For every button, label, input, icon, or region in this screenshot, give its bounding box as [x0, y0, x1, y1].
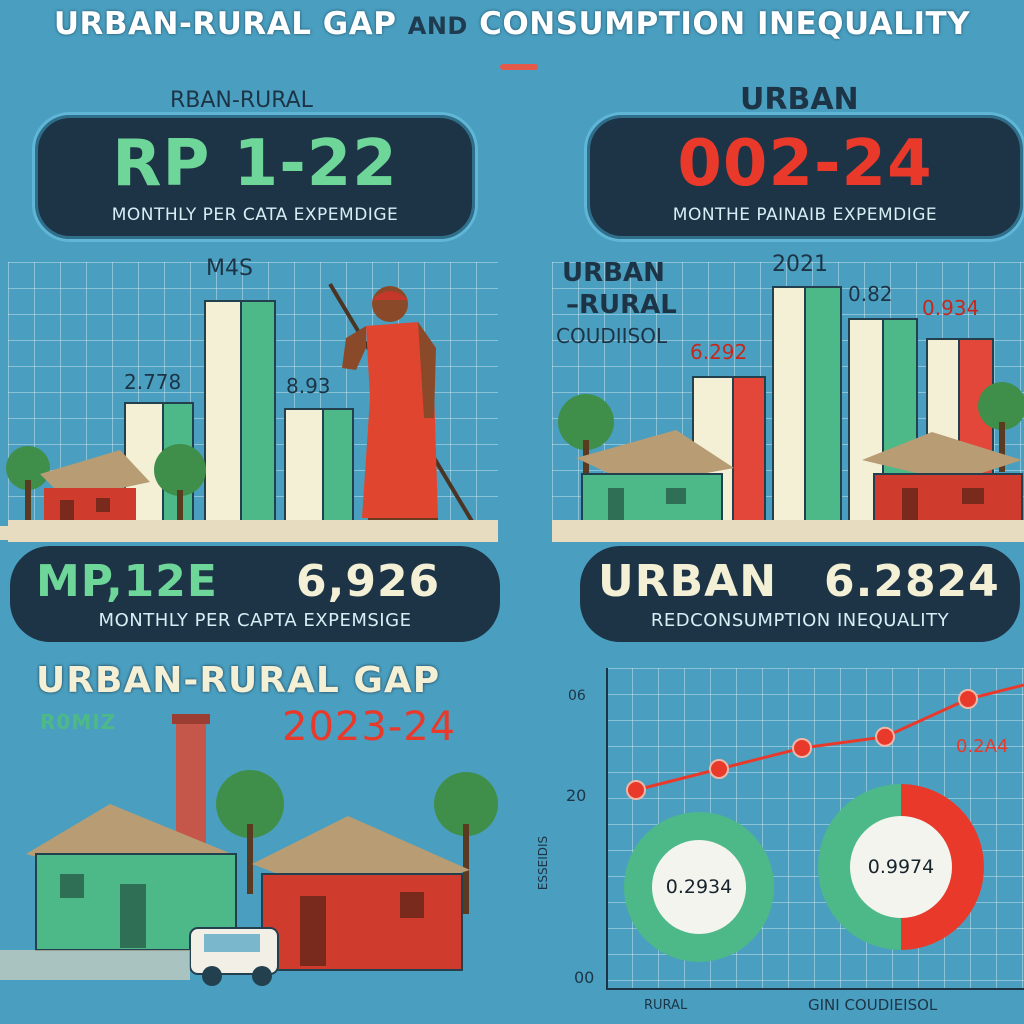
title-divider — [500, 64, 538, 70]
farmer-illustration — [328, 282, 478, 530]
urban-expenditure-caption: MONTHE PAINAIB EXPEMDIGE — [672, 205, 938, 225]
urban-bar-2 — [772, 286, 808, 526]
rural-summary-caption: MONTHLY PER CAPTA EXPEMSIGE — [98, 610, 412, 631]
rural-summary-value: 6,926 — [296, 556, 441, 607]
village-illustration — [0, 714, 498, 986]
gini-point-2 — [792, 738, 812, 758]
urban-summary-left: URBAN — [598, 556, 778, 607]
gini-y-axis — [606, 668, 608, 990]
gini-point-3 — [875, 726, 895, 747]
gini-line-chart — [626, 683, 1024, 800]
urban-card-label: URBAN — [740, 82, 859, 117]
urban-expenditure-value: 002-24 — [677, 127, 933, 201]
gini-donut-rural: 0.2934 — [624, 812, 774, 962]
rural-bar-3-label: 8.93 — [286, 374, 331, 398]
urban-bar-2-label: 0.82 — [848, 282, 893, 306]
rural-tree-illustration — [154, 444, 206, 528]
gini-y-tick-bottom: 00 — [574, 968, 595, 987]
urban-hut-red-illustration — [862, 382, 1024, 529]
urban-expenditure-card: 002-24 MONTHE PAINAIB EXPEMDIGE — [584, 112, 1024, 242]
gap-year: 2023-24 — [282, 704, 457, 750]
urban-hut-green-illustration — [558, 394, 734, 527]
gap-heading: URBAN-RURAL GAP — [36, 660, 441, 701]
rural-expenditure-card: RP 1-22 MONTHLY PER CATA EXPEMDIGE — [32, 112, 478, 242]
gini-y-tick-top: 06 — [568, 688, 586, 704]
gini-donut-rural-value: 0.2934 — [665, 876, 733, 898]
rural-summary-left: MP,12E — [36, 556, 218, 607]
rural-card-label: RBAN-RURAL — [170, 88, 313, 113]
urban-chart-side-label-1: URBAN — [562, 258, 665, 288]
rural-expenditure-caption: MONTHLY PER CATA EXPEMDIGE — [111, 205, 399, 225]
gini-y-tick-mid: 20 — [566, 786, 587, 805]
gini-donut-urban-value: 0.9974 — [867, 856, 935, 878]
gini-point-0 — [626, 780, 646, 800]
urban-bar-1-label: 6.292 — [690, 340, 748, 364]
gini-y-axis-label: ESSEIDIS — [536, 835, 551, 891]
urban-summary-banner: URBAN 6.2824 REDCONSUMPTION INEQUALITY — [580, 546, 1020, 642]
urban-chart-side-label-2: –RURAL — [566, 290, 677, 320]
urban-bar-2-side — [804, 286, 842, 526]
gini-x-axis — [606, 988, 1024, 990]
urban-ground — [552, 520, 1024, 542]
urban-chart-side-label-3: COUDIISOL — [556, 324, 668, 348]
gap-sub-left: R0MIZ — [40, 710, 117, 734]
rural-bar-2-side — [240, 300, 276, 526]
gini-x-label-left: RURAL — [644, 998, 688, 1013]
title-connector: AND — [407, 12, 468, 40]
rural-expenditure-value: RP 1-22 — [112, 127, 398, 201]
gini-x-label-right: GINI COUDIEISOL — [808, 996, 938, 1014]
urban-bar-1-side — [732, 376, 766, 526]
rural-bar-1-label: 2.778 — [124, 370, 182, 394]
gini-point-1 — [709, 759, 729, 779]
rural-ground — [8, 520, 498, 542]
gini-right-value: 0.2A4 — [956, 736, 1009, 757]
rural-summary-banner: MP,12E 6,926 MONTHLY PER CAPTA EXPEMSIGE — [10, 546, 500, 642]
gini-donut-urban: 0.9974 — [818, 784, 984, 950]
page-title: URBAN-RURAL GAP AND CONSUMPTION INEQUALI… — [53, 6, 971, 42]
urban-summary-value: 6.2824 — [824, 556, 1000, 607]
rural-bar-3 — [284, 408, 326, 526]
urban-summary-caption: REDCONSUMPTION INEQUALITY — [650, 610, 950, 631]
urban-bar-3-label: 0.934 — [922, 296, 980, 320]
rural-chart-top-label: M4S — [206, 256, 253, 281]
urban-chart-year-label: 2021 — [772, 252, 828, 277]
gini-point-4 — [958, 689, 978, 709]
